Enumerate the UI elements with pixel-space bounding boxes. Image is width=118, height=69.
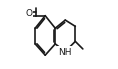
Text: NH: NH xyxy=(59,48,72,57)
Text: O: O xyxy=(25,9,32,18)
